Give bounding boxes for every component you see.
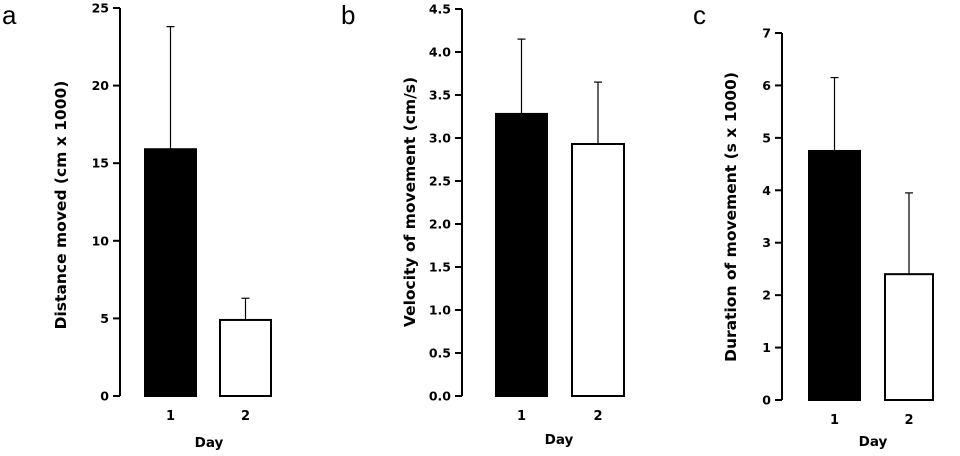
panel-b-y-tick-label: 1.5 — [429, 260, 451, 275]
panel-a-bar-day-1 — [144, 148, 197, 397]
panel-c-y-tick-label: 6 — [762, 78, 771, 93]
panel-letter-a: a — [2, 0, 17, 30]
panel-b-y-tick-label: 4.5 — [429, 2, 451, 17]
panel-b-bar-day-1 — [495, 112, 548, 397]
panel-c-y-tick-label: 5 — [762, 130, 771, 145]
panel-b-y-tick-label: 3.0 — [429, 131, 451, 146]
panel-c-y-tick-label: 1 — [762, 340, 771, 355]
panel-b-xlabel: Day — [545, 432, 574, 448]
panel-letter-c: c — [693, 0, 706, 30]
panel-b-y-tick-label: 0.5 — [429, 346, 451, 361]
panel-b-y-tick-label: 4.0 — [429, 45, 451, 60]
panel-b-y-tick-label: 1.0 — [429, 303, 451, 318]
panel-b-bar-day-2 — [571, 143, 625, 397]
panel-c-xlabel: Day — [859, 434, 888, 450]
panel-letter-b: b — [341, 0, 355, 30]
panel-c-y-tick-label: 7 — [762, 26, 771, 41]
panel-a-y-tick-label: 0 — [100, 389, 109, 404]
panel-c-ylabel: Duration of movement (s x 1000) — [722, 72, 740, 362]
panel-b-x-category-label: 2 — [593, 409, 602, 424]
panel-a-y-tick-label: 15 — [92, 156, 109, 171]
panel-a-y-tick-label: 25 — [92, 1, 109, 16]
panel-c-y-tick-label: 0 — [762, 393, 771, 408]
panel-a-y-tick-label: 5 — [100, 311, 109, 326]
panel-c-x-category-label: 2 — [904, 413, 913, 428]
panel-a-y-tick-label: 10 — [92, 233, 110, 248]
panel-a-bar-day-2 — [219, 318, 272, 397]
panel-a-y-tick-label: 20 — [92, 78, 110, 93]
panel-c-bar-day-1 — [808, 149, 861, 401]
panel-b-ylabel: Velocity of movement (cm/s) — [401, 77, 419, 327]
panel-a-xlabel: Day — [195, 435, 224, 451]
panel-b-x-category-label: 1 — [517, 409, 526, 424]
panel-b-y-tick-label: 3.5 — [429, 88, 451, 103]
panel-a-ylabel: Distance moved (cm x 1000) — [52, 81, 70, 330]
panel-b-y-tick-label: 0.0 — [429, 389, 451, 404]
panel-c-y-tick-label: 2 — [762, 288, 771, 303]
panel-a-x-category-label: 2 — [241, 409, 250, 424]
panel-c-y-tick-label: 3 — [762, 235, 771, 250]
panel-c-bar-day-2 — [884, 273, 934, 401]
panel-c-x-category-label: 1 — [830, 413, 839, 428]
panel-b-y-tick-label: 2.5 — [429, 174, 451, 189]
panel-a-x-category-label: 1 — [166, 409, 175, 424]
panel-c-y-tick-label: 4 — [762, 183, 771, 198]
panel-b-y-tick-label: 2.0 — [429, 217, 451, 232]
